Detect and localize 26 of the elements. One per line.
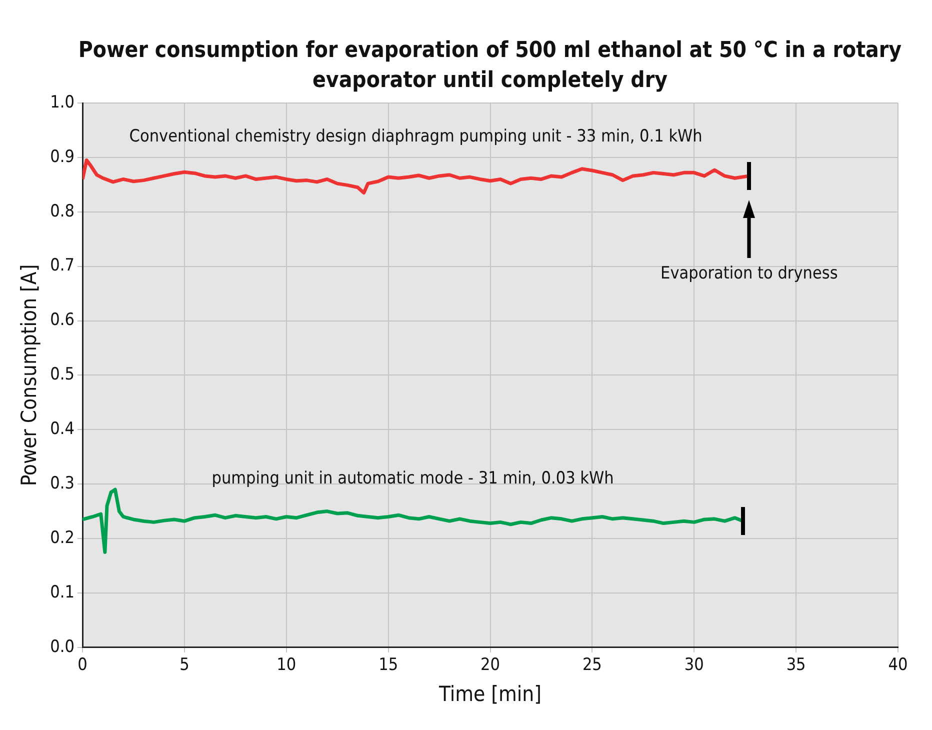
x-tick-label: 10 <box>276 655 296 676</box>
y-tick-label: 0.9 <box>50 146 75 167</box>
x-tick-label: 5 <box>180 655 190 676</box>
annotation: Evaporation to dryness <box>660 263 838 284</box>
x-tick-label: 0 <box>78 655 88 676</box>
chart-title: Power consumption for evaporation of 500 ml ethanol at 50 °C in a rotary evaporator until completely dry <box>78 38 902 93</box>
y-tick-label: 0.5 <box>50 364 75 385</box>
y-tick-label: 0.2 <box>50 528 75 548</box>
x-axis-title: Time [min] <box>438 682 542 706</box>
x-tick-label: 35 <box>786 655 806 676</box>
y-tick-label: 0.3 <box>50 474 75 494</box>
y-tick-label: 0.7 <box>50 256 75 276</box>
y-tick-label: 0.4 <box>50 419 75 440</box>
y-tick-label: 0.1 <box>50 582 75 602</box>
y-tick-label: 0.8 <box>50 201 75 222</box>
x-tick-label: 15 <box>378 655 398 676</box>
y-tick-label: 0.0 <box>50 636 75 657</box>
x-tick-label: 25 <box>582 655 602 676</box>
x-tick-label: 30 <box>684 655 704 676</box>
y-tick-label: 1.0 <box>50 92 75 112</box>
y-tick-label: 0.6 <box>50 310 75 330</box>
series-label: pumping unit in automatic mode - 31 min, 0.03 kWh <box>212 468 614 488</box>
y-axis-title: Power Consumption [A] <box>17 264 42 486</box>
x-tick-label: 20 <box>480 655 500 676</box>
x-tick-label: 40 <box>888 655 908 676</box>
series-label: Conventional chemistry design diaphragm pumping unit - 33 min, 0.1 kWh <box>129 126 702 146</box>
